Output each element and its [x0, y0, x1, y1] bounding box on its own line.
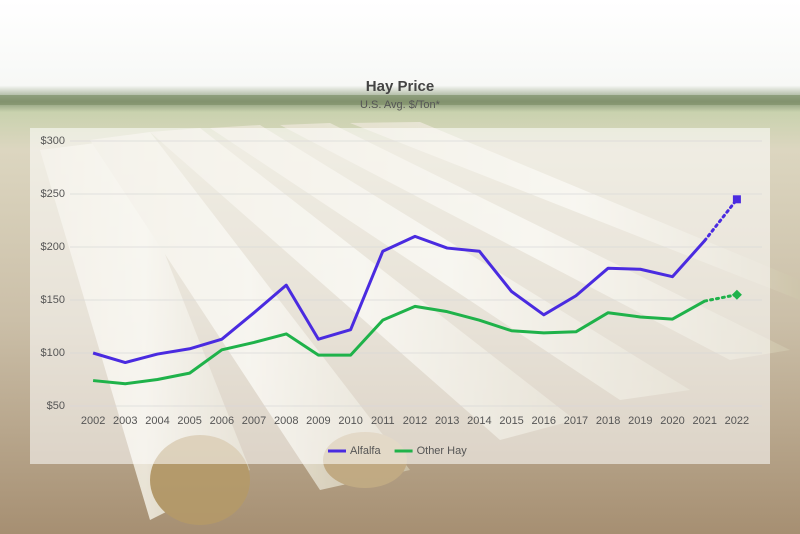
- y-tick-label: $100: [41, 347, 65, 359]
- x-tick-label: 2021: [692, 415, 716, 427]
- legend-label: Alfalfa: [350, 445, 381, 457]
- x-tick-label: 2008: [274, 415, 298, 427]
- point-marker: [731, 289, 742, 300]
- y-tick-label: $250: [41, 188, 65, 200]
- x-tick-label: 2004: [145, 415, 169, 427]
- x-tick-label: 2018: [596, 415, 620, 427]
- x-tick-label: 2007: [242, 415, 266, 427]
- series-line-dotted: [703, 293, 739, 303]
- x-tick-label: 2009: [306, 415, 330, 427]
- x-tick-label: 2012: [403, 415, 427, 427]
- x-tick-label: 2015: [499, 415, 523, 427]
- x-tick-label: 2011: [371, 415, 395, 427]
- x-tick-label: 2020: [660, 415, 684, 427]
- x-tick-label: 2014: [467, 415, 491, 427]
- y-tick-label: $150: [41, 294, 65, 306]
- x-tick-label: 2005: [177, 415, 201, 427]
- point-marker: [732, 195, 741, 204]
- x-tick-label: 2002: [81, 415, 105, 427]
- x-tick-label: 2010: [338, 415, 362, 427]
- x-tick-label: 2022: [725, 415, 749, 427]
- y-tick-label: $50: [47, 400, 65, 412]
- x-tick-label: 2003: [113, 415, 137, 427]
- legend-label: Other Hay: [417, 445, 468, 457]
- x-tick-label: 2019: [628, 415, 652, 427]
- series-line: [92, 299, 706, 386]
- chart-title: Hay Price: [366, 78, 434, 95]
- chart-subtitle: U.S. Avg. $/Ton*: [360, 99, 441, 111]
- x-tick-label: 2006: [210, 415, 234, 427]
- y-tick-label: $200: [41, 241, 65, 253]
- series-line: [92, 234, 706, 365]
- x-tick-label: 2013: [435, 415, 459, 427]
- y-tick-label: $300: [41, 135, 65, 147]
- plot-panel: [30, 128, 770, 464]
- x-tick-label: 2016: [532, 415, 556, 427]
- series-line-dotted: [703, 197, 739, 243]
- x-tick-label: 2017: [564, 415, 588, 427]
